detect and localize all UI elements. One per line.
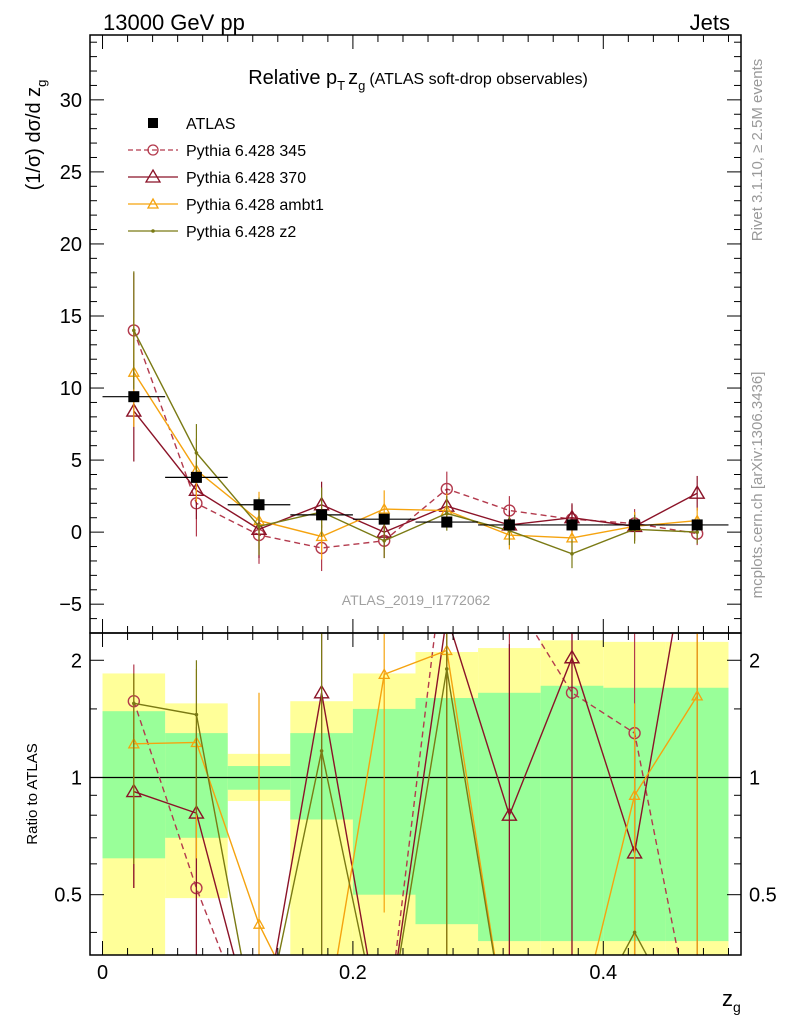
title-main: Relative p bbox=[248, 67, 337, 89]
main-axes: −5 0 5 10 15 20 25 30 bbox=[59, 35, 741, 634]
main-ytick-label-6: 25 bbox=[60, 162, 82, 184]
data-point-3 bbox=[316, 509, 328, 521]
series-line-0 bbox=[133, 330, 698, 549]
series-point-3-5 bbox=[444, 511, 449, 516]
header-left: 13000 GeV pp bbox=[103, 10, 245, 35]
ratio-point-3-0 bbox=[132, 701, 136, 706]
ratio-point-3-3 bbox=[319, 749, 324, 753]
main-ylabel-text: (1/σ) dσ/d z bbox=[23, 87, 45, 191]
ratio-frame bbox=[89, 632, 742, 956]
data-point-7 bbox=[566, 519, 578, 531]
series-point-3-4 bbox=[382, 538, 387, 543]
ratio-axes: 0.5 0.5 1 1 2 2 0 0.2 0.4 bbox=[54, 633, 777, 984]
legend-label-ambt1: Pythia 6.428 ambt1 bbox=[186, 197, 324, 214]
ratio-data-layer bbox=[90, 633, 741, 955]
ratio-point-1-6 bbox=[501, 806, 518, 821]
ratio-point-3-1 bbox=[194, 712, 199, 717]
title-sub-t: T bbox=[337, 78, 345, 93]
ratio-point-2-9 bbox=[691, 689, 704, 701]
series-point-3-1 bbox=[194, 451, 199, 455]
series-point-3-7 bbox=[570, 551, 574, 556]
ratio-xlabel: zg bbox=[722, 986, 741, 1015]
legend-marker-370 bbox=[144, 168, 162, 183]
ratio-xtick-label-1: 0.2 bbox=[339, 962, 367, 984]
title-z: z bbox=[348, 67, 358, 89]
title-sub-g: g bbox=[358, 78, 365, 93]
ratio-ytick-label-left-2: 2 bbox=[71, 650, 82, 672]
main-ytick-label-7: 30 bbox=[60, 90, 82, 112]
ratio-ytick-label-right-1: 1 bbox=[749, 767, 760, 789]
ratio-line-0 bbox=[133, 633, 680, 955]
ratio-point-2-4 bbox=[378, 668, 391, 680]
legend-marker-atlas bbox=[148, 118, 158, 128]
ratio-xlabel-text: z bbox=[722, 986, 733, 1011]
title-note: (ATLAS soft-drop observables) bbox=[369, 71, 587, 88]
main-ytick-label-3: 10 bbox=[60, 378, 82, 400]
main-panel: ATLAS_2019_I1772062 −5 0 5 10 15 20 25 30 Relat… bbox=[23, 34, 742, 634]
main-ytick-label-1: 0 bbox=[71, 522, 82, 544]
watermark: ATLAS_2019_I1772062 bbox=[342, 592, 491, 608]
legend: ATLAS Pythia 6.428 345 Pythia 6.428 370 … bbox=[128, 116, 324, 241]
series-line-3 bbox=[133, 330, 698, 555]
ratio-point-2-8 bbox=[628, 788, 641, 800]
legend-label-345: Pythia 6.428 345 bbox=[186, 143, 306, 160]
data-point-6 bbox=[503, 519, 515, 531]
ratio-ytick-label-right-2: 2 bbox=[749, 650, 760, 672]
ratio-ylabel: Ratio to ATLAS bbox=[24, 743, 41, 844]
main-ylabel: (1/σ) dσ/d zg bbox=[23, 80, 49, 191]
series-point-2-3 bbox=[315, 530, 328, 542]
main-ytick-label-2: 5 bbox=[71, 450, 82, 472]
data-point-4 bbox=[378, 513, 390, 525]
legend-marker-ambt1 bbox=[146, 197, 160, 209]
series-point-3-9 bbox=[695, 530, 699, 534]
ratio-ytick-label-right-0: 0.5 bbox=[749, 885, 777, 907]
main-ytick-label-0: −5 bbox=[59, 594, 82, 616]
series-point-3-2 bbox=[257, 524, 261, 529]
data-point-9 bbox=[691, 519, 703, 531]
ratio-clipped-group bbox=[90, 633, 741, 955]
ratio-point-3-5 bbox=[444, 667, 449, 671]
legend-label-z2: Pythia 6.428 z2 bbox=[186, 224, 296, 241]
ratio-point-3-8 bbox=[632, 930, 637, 935]
ratio-line-1 bbox=[133, 633, 674, 955]
ratio-panel: 0.5 0.5 1 1 2 2 0 0.2 0.4 Ratio to ATLAS zg bbox=[24, 632, 777, 1015]
mcplots-label: mcplots.cern.ch [arXiv:1306.3436] bbox=[749, 372, 766, 599]
header-right: Jets bbox=[690, 10, 730, 35]
series-point-2-4 bbox=[378, 502, 391, 514]
chart-title: Relative pT zg (ATLAS soft-drop observable… bbox=[248, 67, 588, 93]
legend-label-370: Pythia 6.428 370 bbox=[186, 170, 306, 187]
data-point-2 bbox=[253, 499, 265, 511]
data-point-1 bbox=[190, 471, 202, 483]
data-point-5 bbox=[441, 516, 453, 528]
main-ylabel-sub: g bbox=[34, 80, 49, 87]
ratio-xlabel-sub: g bbox=[733, 999, 741, 1015]
ratio-line-3 bbox=[133, 668, 648, 955]
ratio-point-1-7 bbox=[563, 649, 581, 664]
series-point-1-9 bbox=[688, 484, 706, 499]
main-ytick-label-5: 20 bbox=[60, 234, 82, 256]
data-point-0 bbox=[128, 391, 140, 403]
main-data-layer bbox=[102, 271, 729, 572]
series-line-2 bbox=[133, 371, 698, 539]
ratio-xtick-label-0: 0 bbox=[97, 962, 108, 984]
series-point-3-0 bbox=[132, 328, 136, 333]
legend-label-atlas: ATLAS bbox=[186, 116, 236, 133]
main-ytick-label-4: 15 bbox=[60, 306, 82, 328]
legend-marker-345 bbox=[147, 144, 159, 156]
legend-marker-z2 bbox=[151, 229, 155, 233]
data-point-8 bbox=[629, 519, 641, 531]
ratio-ytick-label-left-1: 1 bbox=[71, 767, 82, 789]
ratio-point-2-2 bbox=[252, 917, 266, 929]
ratio-line-2 bbox=[133, 649, 698, 955]
ratio-ytick-label-left-0: 0.5 bbox=[54, 885, 82, 907]
ratio-xtick-label-2: 0.4 bbox=[589, 962, 617, 984]
main-clipped-group bbox=[102, 271, 729, 572]
rivet-label: Rivet 3.1.10, ≥ 2.5M events bbox=[749, 59, 766, 242]
